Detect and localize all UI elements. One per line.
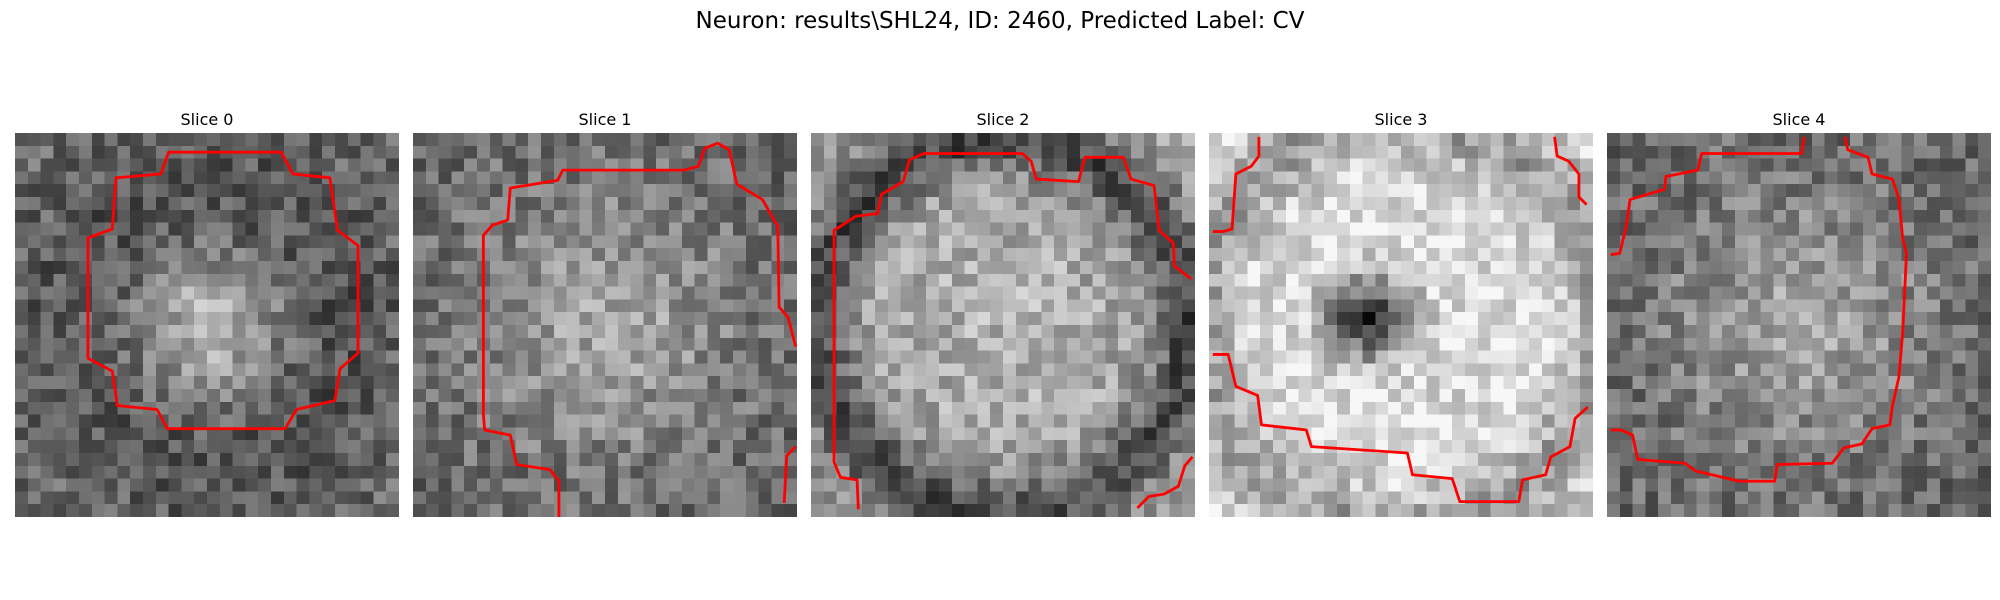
roi-contour-overlay bbox=[86, 150, 360, 431]
roi-contour-fragment bbox=[1212, 353, 1589, 504]
slice-panel-2: Slice 2 bbox=[811, 107, 1195, 517]
slice-title: Slice 1 bbox=[578, 110, 632, 129]
roi-contour-overlay bbox=[1212, 136, 1589, 504]
slice-pixel-grid bbox=[1607, 133, 1991, 517]
roi-contour-fragment bbox=[1610, 136, 1908, 483]
roi-contour-overlay bbox=[481, 141, 797, 517]
slice-title: Slice 2 bbox=[976, 110, 1030, 129]
slice-panel-4: Slice 4 bbox=[1607, 107, 1991, 517]
roi-contour-fragment bbox=[1136, 455, 1194, 510]
slice-image-3 bbox=[1209, 133, 1593, 517]
roi-contour-overlay bbox=[1610, 136, 1908, 483]
slice-image-2 bbox=[811, 133, 1195, 517]
roi-contour-fragment bbox=[1553, 136, 1588, 206]
figure-title: Neuron: results\SHL24, ID: 2460, Predict… bbox=[695, 8, 1305, 34]
slice-image-1 bbox=[413, 133, 797, 517]
slice-image-0 bbox=[15, 133, 399, 517]
roi-contour bbox=[86, 150, 360, 431]
slice-pixel-grid bbox=[413, 133, 797, 517]
slice-pixel-grid bbox=[15, 133, 399, 517]
roi-contour bbox=[832, 152, 1193, 510]
slice-title: Slice 0 bbox=[180, 110, 234, 129]
slice-pixel-grid bbox=[811, 133, 1195, 517]
slice-image-4 bbox=[1607, 133, 1991, 517]
slice-panel-0: Slice 0 bbox=[15, 107, 399, 517]
slice-panel-1: Slice 1 bbox=[413, 107, 797, 517]
roi-contour-fragment bbox=[782, 445, 797, 503]
slice-title: Slice 4 bbox=[1772, 110, 1826, 129]
slice-panel-3: Slice 3 bbox=[1209, 107, 1593, 517]
roi-contour-overlay bbox=[832, 152, 1194, 510]
roi-contour bbox=[1610, 136, 1806, 256]
roi-contour bbox=[1212, 136, 1261, 233]
slice-title: Slice 3 bbox=[1374, 110, 1428, 129]
roi-contour bbox=[481, 141, 797, 517]
